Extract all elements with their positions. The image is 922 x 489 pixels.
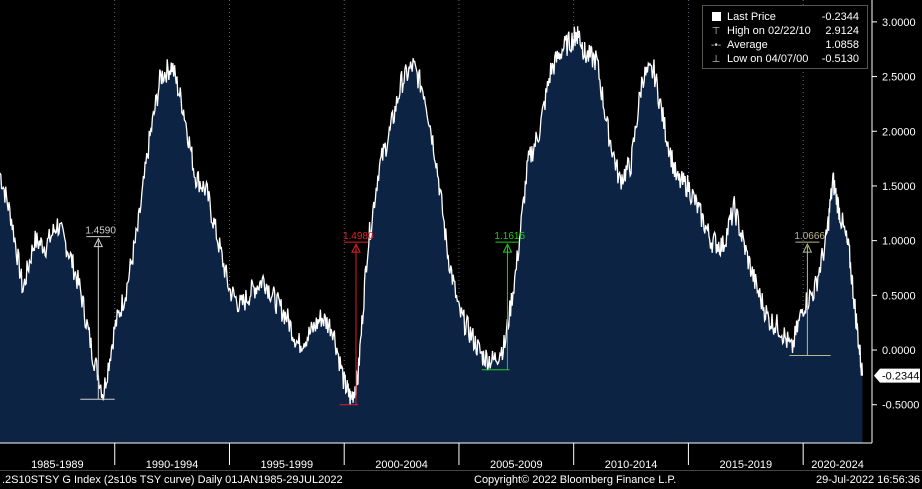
y-tick-label: 3.0000: [882, 17, 916, 29]
x-category-label: 2000-2004: [375, 459, 428, 470]
x-category-label: 2015-2019: [719, 459, 772, 470]
x-category-label: 1995-1999: [261, 459, 314, 470]
annotation-triangle-marker: [502, 242, 513, 253]
legend-label: Average: [727, 39, 768, 51]
legend-row-high: ⊤ High on 02/22/10 2.9124: [711, 24, 861, 38]
annotation-label: 1.1615: [494, 231, 525, 242]
annotation-triangle-marker: [802, 242, 813, 253]
last-price-value: -0.2344: [882, 371, 919, 383]
y-tick-label: 0.0000: [882, 345, 916, 357]
x-category-label: 1990-1994: [146, 459, 199, 470]
x-category-label: 2020-2024: [811, 459, 864, 470]
annotation-label: 1.4590: [85, 226, 116, 237]
footer-bar: .2S10STSY G Index (2s10s TSY curve) Dail…: [0, 470, 922, 489]
annotation-a4: 1.0666: [789, 231, 831, 356]
y-tick-label: 0.5000: [882, 290, 916, 302]
annotation-a3: 1.1615: [481, 231, 525, 371]
annotation-triangle-marker: [93, 237, 104, 248]
x-category-label: 2010-2014: [605, 459, 658, 470]
x-category-label: 1985-1989: [31, 459, 84, 470]
annotation-a1: 1.4590: [80, 226, 116, 400]
legend-row-last-price: Last Price -0.2344: [711, 10, 861, 24]
legend-row-average: -•- Average 1.0858: [711, 38, 861, 52]
last-price-tag: [874, 368, 920, 383]
annotation-label: 1.0666: [794, 231, 825, 242]
y-tick-label: 1.0000: [882, 236, 916, 248]
legend-label: Last Price: [727, 11, 776, 23]
footer-copyright: Copyright© 2022 Bloomberg Finance L.P.: [474, 474, 677, 486]
legend-value: 2.9124: [825, 25, 859, 37]
x-axis-categories: 1985-1989 1990-1994 1995-1999 2000-2004 2005…: [31, 443, 864, 470]
annotation-group: 1.4590 1.4980 1.1615 1.0666: [80, 226, 831, 406]
annotation-triangle-marker: [351, 242, 361, 253]
y-tick-label: 2.0000: [882, 126, 916, 138]
legend-value: 1.0858: [825, 39, 859, 51]
annotation-a2: 1.4980: [339, 231, 374, 406]
average-marker-icon: -•-: [711, 40, 722, 51]
curve-area: [0, 26, 863, 443]
last-price-square-icon: [712, 12, 721, 21]
legend-value: -0.2344: [821, 11, 859, 23]
high-marker-icon: ⊤: [711, 26, 721, 37]
low-marker-icon: ⊥: [711, 54, 721, 65]
footer-security-info: .2S10STSY G Index (2s10s TSY curve) Dail…: [2, 474, 343, 486]
x-category-label: 2005-2009: [490, 459, 543, 470]
legend-label: High on 02/22/10: [727, 25, 811, 37]
annotation-label: 1.4980: [343, 231, 374, 242]
y-tick-label: -0.5000: [882, 400, 919, 412]
last-price-label: -0.2344: [874, 368, 920, 383]
y-tick-label: 2.5000: [882, 72, 916, 84]
curve-line: [0, 26, 864, 405]
curve-chart: 1.4590 1.4980 1.1615 1.0666 -0.5000 0.0000 0.…: [0, 0, 920, 470]
y-tick-label: 1.5000: [882, 181, 916, 193]
legend: Last Price -0.2344 ⊤ High on 02/22/10 2.…: [702, 5, 868, 69]
legend-row-low: ⊥ Low on 04/07/00 -0.5130: [711, 52, 861, 66]
legend-label: Low on 04/07/00: [727, 53, 809, 65]
footer-timestamp: 29-Jul-2022 16:56:36: [816, 474, 920, 486]
legend-value: -0.5130: [821, 53, 859, 65]
y-axis-ticks: -0.5000 0.0000 0.5000 1.0000 1.5000 2.0000 2.5…: [872, 17, 919, 412]
